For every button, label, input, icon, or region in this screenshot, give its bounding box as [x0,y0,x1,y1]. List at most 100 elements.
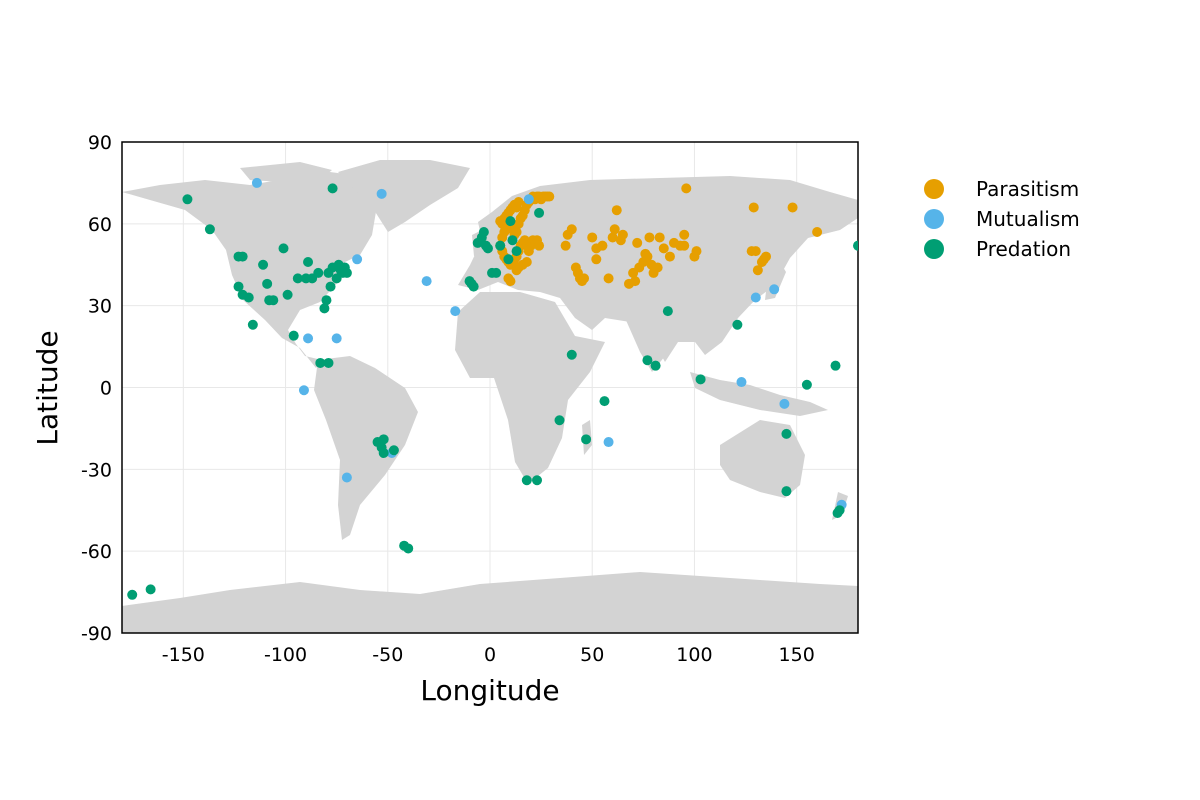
predation-point [292,273,303,284]
predation-point [204,224,215,235]
predation-point [258,259,269,270]
legend-label-parasitism: Parasitism [976,177,1079,201]
mutualism-point [750,292,761,303]
predation-point [237,251,248,262]
predation-point [554,415,565,426]
parasitism-point [597,240,608,251]
mutualism-point [603,437,614,448]
predation-point [288,330,299,341]
mutualism-point [769,284,780,295]
x-tick-label: -50 [372,644,403,666]
land-southeast-asia [690,372,828,416]
predation-point [781,428,792,439]
parasitism-point [630,276,641,287]
mutualism-point [779,398,790,409]
predation-point [650,360,661,371]
parasitism-point [652,262,663,273]
mutualism-point [523,194,534,205]
predation-point [233,281,244,292]
predation-point [566,349,577,360]
parasitism-point [513,197,524,208]
predation-point [388,445,399,456]
parasitism-point [505,276,516,287]
parasitism-point [664,251,675,262]
predation-point [581,434,592,445]
land-india [625,312,685,372]
legend-label-predation: Predation [976,237,1071,261]
predation-point [801,379,812,390]
x-tick-label: 100 [676,644,712,666]
mutualism-point [736,377,747,388]
predation-point [321,295,332,306]
legend-marker-parasitism [924,179,944,199]
y-axis-title: Latitude [31,330,64,445]
parasitism-point [642,251,653,262]
predation-point [243,292,254,303]
parasitism-point [566,224,577,235]
y-tick-label: -90 [81,623,112,645]
plot-frame [121,141,859,634]
parasitism-point [617,229,628,240]
parasitism-point [654,232,665,243]
y-tick-label: -30 [81,459,112,481]
data-points [127,177,858,600]
predation-point [482,243,493,254]
predation-point [834,505,845,516]
predation-point [247,319,258,330]
parasitism-point [644,232,655,243]
mutualism-point [352,254,363,265]
predation-point [323,357,334,368]
land-africa [455,292,605,484]
parasitism-point [579,273,590,284]
predation-point [145,584,156,595]
predation-point [830,360,841,371]
parasitism-point [632,237,643,248]
mutualism-point [303,333,314,344]
predation-point [325,281,336,292]
predation-point [182,194,193,205]
parasitism-point [658,243,669,254]
land-antarctica [122,572,858,633]
parasitism-point [679,240,690,251]
predation-point [303,257,314,268]
parasitism-point [748,202,759,213]
parasitism-point [681,183,692,194]
parasitism-point [812,227,823,238]
predation-point [503,254,514,265]
legend-marker-mutualism [924,209,944,229]
x-axis-title: Longitude [420,674,559,707]
legend: Parasitism Mutualism Predation [924,177,1080,261]
legend-marker-predation [924,239,944,259]
mutualism-point [298,385,309,396]
parasitism-point [611,205,622,216]
predation-point [268,295,279,306]
land-north-america [122,172,378,368]
predation-point [378,447,389,458]
parasitism-point [534,240,545,251]
y-tick-labels: -90 -60 -30 0 30 60 90 [81,132,112,645]
predation-point [491,267,502,278]
mutualism-point [341,472,352,483]
x-tick-label: -100 [264,644,307,666]
predation-point [521,475,532,486]
land-south-america [314,356,418,540]
land-greenland [338,160,470,232]
parasitism-point [521,257,532,268]
predation-point [327,183,338,194]
predation-point [341,267,352,278]
y-tick-label: 90 [88,132,112,154]
predation-point [319,303,330,314]
x-tick-label: 150 [779,644,815,666]
y-tick-label: -60 [81,541,112,563]
parasitism-point [750,246,761,257]
predation-point [495,240,506,251]
parasitism-point [591,254,602,265]
predation-point [278,243,289,254]
y-tick-label: 0 [100,378,112,400]
predation-point [127,589,138,600]
predation-point [282,289,293,300]
parasitism-point [691,246,702,257]
predation-point [599,396,610,407]
parasitism-point [609,224,620,235]
